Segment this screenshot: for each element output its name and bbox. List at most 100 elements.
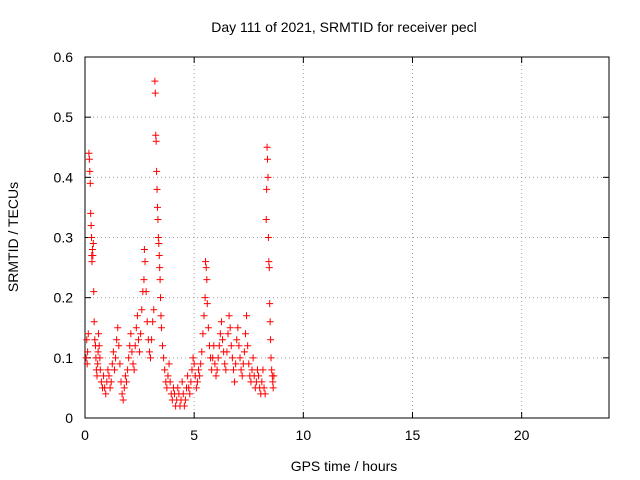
data-point <box>133 312 141 320</box>
data-point <box>121 372 129 380</box>
data-point <box>238 372 246 380</box>
data-point <box>88 246 96 254</box>
data-point <box>192 384 200 392</box>
data-point <box>196 372 204 380</box>
y-tick-label: 0.1 <box>54 350 74 366</box>
data-point <box>83 336 91 344</box>
data-point <box>87 209 95 217</box>
data-point <box>156 276 164 284</box>
data-point <box>149 318 157 326</box>
data-point <box>91 336 99 344</box>
data-point <box>189 354 197 362</box>
y-tick-label: 0.6 <box>54 49 74 65</box>
data-point <box>241 330 249 338</box>
data-point <box>150 306 158 314</box>
data-point <box>166 378 174 386</box>
data-point <box>237 366 245 374</box>
data-point <box>164 372 172 380</box>
data-point <box>120 384 128 392</box>
data-series-srmtid <box>82 77 278 410</box>
data-point <box>255 372 263 380</box>
data-point <box>233 336 241 344</box>
data-point <box>151 89 159 97</box>
data-point <box>267 336 275 344</box>
data-point <box>107 378 115 386</box>
data-point <box>227 342 235 350</box>
data-point <box>186 390 194 398</box>
data-point <box>224 330 232 338</box>
data-point <box>258 378 266 386</box>
data-point <box>116 360 124 368</box>
data-point <box>85 155 93 163</box>
data-point <box>201 294 209 302</box>
data-point <box>108 360 116 368</box>
data-point <box>104 366 112 374</box>
data-point <box>157 312 165 320</box>
data-point <box>112 354 120 362</box>
data-point <box>122 378 130 386</box>
data-point <box>125 354 133 362</box>
data-point <box>229 366 237 374</box>
data-point <box>266 318 274 326</box>
data-point <box>269 384 277 392</box>
data-point <box>265 258 273 266</box>
data-point <box>129 360 137 368</box>
data-point <box>263 143 271 151</box>
data-point <box>263 185 271 193</box>
data-point <box>228 354 236 362</box>
data-point <box>127 330 135 338</box>
data-point <box>261 390 269 398</box>
data-point <box>141 258 149 266</box>
data-point <box>184 372 192 380</box>
data-point <box>245 360 253 368</box>
data-point <box>264 234 272 241</box>
y-tick-label: 0.4 <box>54 169 74 185</box>
data-point <box>221 360 229 368</box>
data-point <box>212 372 220 380</box>
data-point <box>140 276 148 284</box>
data-point <box>93 372 101 380</box>
data-point <box>214 354 222 362</box>
data-point <box>178 378 186 386</box>
data-point <box>83 360 91 368</box>
data-point <box>244 342 252 350</box>
y-tick-label: 0.2 <box>54 290 74 306</box>
data-point <box>161 366 169 374</box>
data-point <box>140 246 148 254</box>
y-tick-label: 0.3 <box>54 230 74 246</box>
data-point <box>165 360 173 368</box>
data-point <box>174 384 182 392</box>
data-point <box>95 342 103 350</box>
data-point <box>270 372 278 380</box>
data-point <box>265 264 273 272</box>
data-point <box>152 137 160 145</box>
data-point <box>204 324 212 332</box>
data-point <box>153 185 161 193</box>
data-point <box>226 324 234 332</box>
data-point <box>105 372 113 380</box>
data-point <box>264 173 272 181</box>
data-point <box>262 215 270 223</box>
data-point <box>138 306 146 314</box>
data-point <box>124 366 132 374</box>
data-point <box>249 354 257 362</box>
data-point <box>106 384 114 392</box>
axis-ticks: 0 5 10 15 20 0 0.1 0.2 0.3 0.4 0.5 0.6 <box>54 49 609 443</box>
data-point <box>203 300 211 308</box>
data-point <box>195 366 203 374</box>
data-point <box>240 348 248 356</box>
data-point <box>160 354 168 362</box>
data-point <box>89 252 97 260</box>
x-tick-label: 5 <box>190 427 198 443</box>
data-point <box>113 336 121 344</box>
data-point <box>153 203 161 211</box>
data-point <box>155 252 163 260</box>
data-point <box>134 336 142 344</box>
data-point <box>147 354 154 362</box>
data-point <box>236 354 244 362</box>
data-point <box>259 366 267 374</box>
data-point <box>88 258 96 266</box>
data-point <box>193 378 201 386</box>
data-point <box>211 360 219 368</box>
